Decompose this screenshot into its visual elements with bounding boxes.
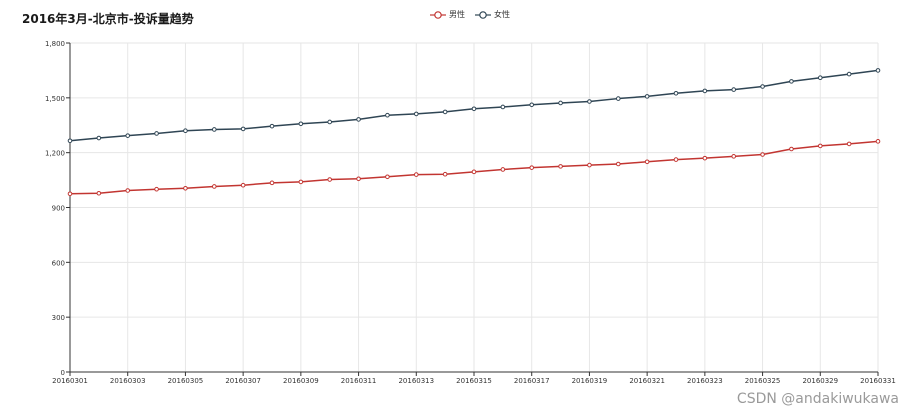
data-point-male[interactable]: [760, 152, 765, 157]
data-point-male[interactable]: [356, 176, 361, 182]
data-point-male[interactable]: [471, 169, 477, 175]
y-tick-label: 1,200: [45, 150, 65, 158]
y-tick-label: 300: [52, 314, 65, 322]
data-point-female[interactable]: [558, 100, 563, 106]
data-point-female[interactable]: [702, 88, 708, 94]
data-point-male[interactable]: [587, 162, 592, 168]
data-point-male[interactable]: [211, 184, 217, 189]
legend: 男性 女性: [430, 9, 510, 20]
x-tick-label: 20160309: [283, 377, 319, 385]
watermark-text: CSDN @andakiwukawa: [736, 391, 899, 407]
data-point-male[interactable]: [327, 177, 333, 182]
data-point-female[interactable]: [817, 75, 823, 81]
data-point-male[interactable]: [875, 139, 881, 144]
x-tick-label: 20160305: [168, 377, 204, 385]
data-point-female[interactable]: [154, 131, 159, 136]
data-point-male[interactable]: [731, 154, 737, 159]
x-tick-label: 20160325: [745, 377, 781, 385]
data-point-female[interactable]: [789, 79, 794, 84]
data-point-female[interactable]: [413, 111, 419, 117]
data-point-male[interactable]: [500, 167, 506, 172]
data-point-female[interactable]: [211, 127, 217, 132]
y-tick-label: 1,800: [45, 40, 65, 48]
x-tick-label: 20160319: [572, 377, 608, 385]
data-point-female[interactable]: [183, 128, 188, 134]
x-tick-label: 20160307: [225, 377, 261, 385]
data-point-male[interactable]: [269, 180, 275, 186]
y-tick-label: 0: [61, 369, 65, 377]
data-point-female[interactable]: [673, 90, 679, 96]
data-point-male[interactable]: [673, 157, 679, 162]
data-point-male[interactable]: [644, 159, 650, 165]
x-tick-label: 20160317: [514, 377, 550, 385]
data-point-male[interactable]: [442, 171, 448, 177]
x-tick-label: 20160301: [52, 377, 88, 385]
legend-label-male: 男性: [449, 10, 465, 19]
data-point-female[interactable]: [240, 126, 246, 132]
legend-label-female: 女性: [494, 10, 510, 19]
y-tick-label: 600: [52, 259, 65, 267]
y-tick-label: 1,500: [45, 95, 65, 103]
legend-female-line-icon: [475, 10, 491, 19]
y-tick-label: 900: [52, 205, 65, 213]
data-point-female[interactable]: [298, 121, 304, 127]
x-tick-label: 20160321: [629, 377, 665, 385]
data-point-male[interactable]: [183, 186, 188, 191]
data-point-female[interactable]: [356, 117, 361, 122]
data-point-male[interactable]: [846, 141, 852, 147]
x-tick-label: 20160313: [398, 377, 434, 385]
data-point-male[interactable]: [615, 161, 621, 167]
data-point-female[interactable]: [529, 102, 535, 108]
legend-item-male[interactable]: 男性: [430, 9, 465, 20]
data-point-female[interactable]: [125, 133, 131, 138]
data-point-female[interactable]: [67, 138, 73, 144]
data-point-female[interactable]: [500, 104, 506, 110]
data-point-female[interactable]: [760, 84, 765, 89]
data-point-female[interactable]: [471, 106, 477, 112]
data-point-male[interactable]: [558, 164, 563, 169]
grid-layer: [70, 42, 879, 372]
x-tick-label: 20160329: [802, 377, 838, 385]
data-point-female[interactable]: [615, 96, 621, 101]
data-point-female[interactable]: [327, 119, 333, 125]
series-layer: [67, 68, 881, 197]
data-point-male[interactable]: [385, 174, 390, 180]
data-point-female[interactable]: [587, 99, 592, 104]
chart-title: 2016年3月-北京市-投诉量趋势: [22, 12, 194, 26]
data-point-male[interactable]: [413, 172, 419, 177]
data-point-female[interactable]: [875, 68, 881, 73]
x-tick-label: 20160311: [341, 377, 377, 385]
data-point-male[interactable]: [240, 182, 246, 188]
data-point-male[interactable]: [529, 165, 535, 170]
x-tick-label: 20160331: [860, 377, 896, 385]
x-tick-label: 20160315: [456, 377, 492, 385]
axis-layer: 0 300 600 900 1,200 1,500 1,800 20160301 2016030…: [45, 40, 896, 385]
data-point-male[interactable]: [789, 146, 794, 152]
data-point-male[interactable]: [702, 155, 708, 161]
data-point-male[interactable]: [67, 191, 73, 197]
data-point-male[interactable]: [96, 190, 102, 196]
data-point-female[interactable]: [385, 112, 390, 118]
legend-male-line-icon: [430, 10, 446, 19]
data-point-female[interactable]: [846, 71, 852, 77]
data-point-male[interactable]: [125, 188, 131, 193]
legend-item-female[interactable]: 女性: [475, 9, 510, 20]
data-point-female[interactable]: [96, 135, 102, 141]
data-point-female[interactable]: [269, 123, 275, 129]
x-tick-label: 20160323: [687, 377, 723, 385]
data-point-male[interactable]: [298, 179, 304, 185]
data-point-female[interactable]: [731, 87, 737, 92]
data-point-male[interactable]: [817, 143, 823, 149]
data-point-female[interactable]: [644, 94, 650, 99]
data-point-female[interactable]: [442, 109, 448, 115]
x-tick-label: 20160303: [110, 377, 146, 385]
data-point-male[interactable]: [154, 186, 159, 192]
